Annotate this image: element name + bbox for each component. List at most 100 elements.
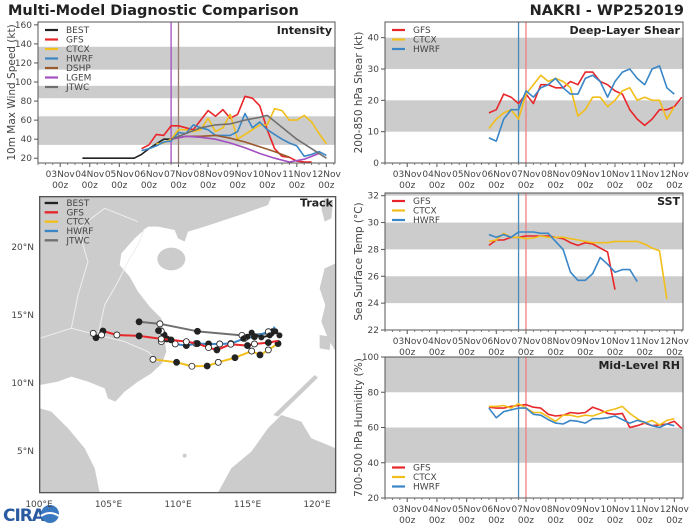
x-tick-label-hour: 00z	[429, 516, 445, 525]
x-tick-label-date: 10Nov	[600, 505, 630, 515]
x-tick-label-hour: 00z	[577, 516, 593, 525]
series-hwrf	[488, 65, 675, 142]
track-marker	[248, 329, 255, 336]
x-tick-label-hour: 00z	[488, 181, 504, 191]
x-tick-label-hour: 00z	[429, 181, 445, 191]
lon-tick-label: 100°E	[25, 500, 53, 510]
x-tick-label-hour: 00z	[637, 181, 653, 191]
x-tick-label-date: 03Nov	[393, 337, 423, 347]
x-tick-label-date: 07Nov	[511, 337, 541, 347]
legend-label: JTWC	[65, 83, 89, 93]
land-mindoro	[319, 334, 332, 350]
track-marker	[149, 355, 157, 363]
x-tick-label-hour: 00z	[518, 181, 534, 191]
legend-label: GFS	[66, 36, 84, 46]
x-tick-label-hour: 00z	[488, 348, 504, 358]
y-tick-label: 40	[21, 135, 33, 145]
track-marker	[227, 340, 235, 348]
track-marker	[276, 332, 283, 339]
plot-area	[385, 22, 683, 163]
y-tick-label: 20	[21, 154, 33, 164]
plot-area	[385, 193, 683, 330]
x-tick-label-date: 05Nov	[105, 170, 135, 180]
legend-label: GFS	[413, 197, 431, 207]
y-tick-label: 0	[373, 159, 379, 169]
track-marker	[205, 344, 212, 352]
panel-title: Intensity	[277, 24, 332, 37]
track-marker	[240, 335, 247, 342]
track-marker	[173, 358, 181, 366]
y-tick-label: 80	[21, 97, 33, 107]
x-tick-label-hour: 00z	[607, 181, 623, 191]
track-marker	[244, 342, 251, 350]
track-marker	[258, 334, 265, 341]
x-tick-label-hour: 00z	[488, 516, 504, 525]
x-tick-label-date: 11Nov	[630, 505, 660, 515]
legend-label: CTCX	[413, 36, 437, 46]
track-marker	[264, 346, 272, 354]
lon-tick-label: 115°E	[234, 500, 262, 510]
x-tick-label-date: 06Nov	[134, 170, 164, 180]
x-tick-label-date: 05Nov	[452, 337, 482, 347]
x-tick-label-hour: 00z	[637, 516, 653, 525]
legend-label: CTCX	[413, 207, 437, 217]
y-tick-label: 140	[15, 40, 32, 50]
x-tick-label-date: 06Nov	[482, 337, 512, 347]
plot-area	[385, 357, 683, 498]
y-tick-label: 100	[362, 353, 379, 363]
track-marker	[214, 358, 222, 366]
x-tick-label-hour: 00z	[666, 348, 682, 358]
land-malay-peninsula	[39, 408, 100, 493]
x-tick-label-date: 04Nov	[422, 337, 452, 347]
panel-title: SST	[657, 195, 680, 208]
x-tick-label-hour: 00z	[607, 348, 623, 358]
x-tick-label-hour: 00z	[459, 516, 475, 525]
lat-tick-label: 15°N	[11, 311, 34, 321]
y-tick-label: 40	[368, 459, 380, 469]
x-tick-label-date: 06Nov	[482, 505, 512, 515]
y-axis-label: 10m Max Wind Speed (kt)	[6, 24, 18, 160]
land-mainland-asia	[39, 196, 272, 402]
shaded-band	[385, 357, 683, 393]
track-marker	[113, 331, 121, 339]
track-marker	[216, 340, 224, 348]
x-tick-label-date: 06Nov	[482, 170, 512, 180]
x-tick-label-hour: 00z	[200, 181, 216, 191]
chart-1: 01020304003Nov00z04Nov00z05Nov00z06Nov00…	[353, 21, 690, 191]
land-palawan	[273, 374, 318, 417]
shaded-band	[38, 46, 335, 70]
legend-label: LGEM	[66, 74, 91, 84]
panel-title: Deep-Layer Shear	[569, 24, 680, 37]
chart-3: 2040608010003Nov00z04Nov00z05Nov00z06Nov…	[353, 353, 690, 526]
axes-frame	[384, 21, 684, 164]
shaded-band	[38, 85, 335, 99]
land-borneo	[217, 414, 336, 493]
y-tick-label: 40	[368, 34, 380, 44]
track-marker	[203, 362, 211, 370]
shaded-band	[385, 37, 683, 69]
x-tick-label-hour: 00z	[399, 181, 415, 191]
x-tick-label-hour: 00z	[548, 348, 564, 358]
shaded-band	[385, 276, 683, 304]
y-tick-label: 100	[15, 78, 32, 88]
track-marker	[194, 327, 201, 335]
track-marker	[156, 320, 164, 328]
legend-label: HWRF	[413, 483, 440, 493]
land-island	[182, 453, 187, 458]
series-ctcx	[156, 107, 328, 145]
series-lgem	[170, 135, 320, 163]
track-marker	[194, 340, 201, 347]
y-axis-label: 700-500 hPa Humidity (%)	[353, 358, 365, 497]
shaded-band	[385, 427, 683, 463]
y-tick-label: 160	[15, 21, 32, 31]
cira-logo: CIRA	[3, 505, 60, 526]
x-tick-label-date: 09Nov	[223, 170, 253, 180]
legend-label: CTCX	[66, 218, 90, 228]
track-marker	[188, 362, 196, 370]
track-marker	[248, 347, 256, 355]
x-tick-label-hour: 00z	[548, 181, 564, 191]
lon-tick-label: 110°E	[164, 500, 192, 510]
